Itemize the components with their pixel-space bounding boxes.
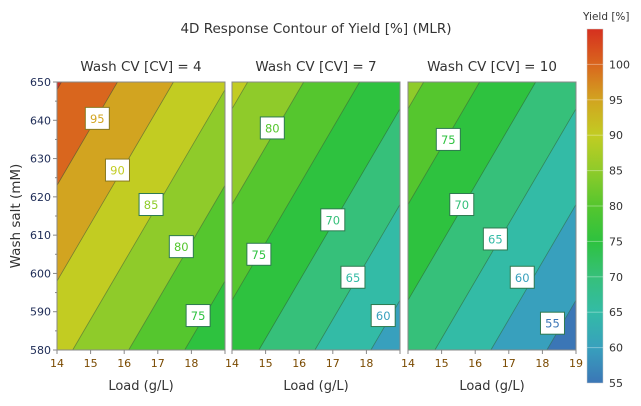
- contour-line-85: [72, 89, 226, 351]
- x-tick-label: 15: [259, 357, 273, 370]
- y-tick-label: 600: [30, 267, 51, 280]
- contour-line-100: [56, 81, 62, 90]
- contour-label: 85: [144, 198, 159, 212]
- x-tick-label: 14: [401, 357, 415, 370]
- x-tick-label: 16: [468, 357, 482, 370]
- plot-frame: [231, 81, 401, 351]
- contour-label: 75: [441, 133, 456, 147]
- x-tick-label: 18: [359, 357, 373, 370]
- colorbar-title: Yield [%]: [582, 11, 630, 23]
- contour-label: 80: [265, 121, 280, 135]
- contour-label-box: [104, 158, 130, 182]
- x-tick-label: 19: [569, 357, 583, 370]
- y-tick-label: 650: [30, 76, 51, 89]
- contour-line-80: [231, 81, 305, 205]
- x-tick-label: 18: [535, 357, 549, 370]
- y-tick-label: 630: [30, 153, 51, 166]
- contour-line-70: [407, 81, 537, 301]
- colorbar-tick-label: 65: [609, 306, 623, 319]
- contour-label: 95: [90, 112, 105, 126]
- x-axis-label: Load (g/L): [283, 379, 348, 394]
- panel-title: Wash CV [CV] = 4: [80, 59, 201, 75]
- y-tick-label: 580: [30, 344, 51, 357]
- contour-label: 80: [174, 240, 189, 254]
- contour-label-box: [320, 208, 346, 232]
- contour-label: 70: [325, 213, 340, 227]
- colorbar-tick-label: 80: [609, 200, 623, 213]
- contour-label-box: [482, 227, 508, 251]
- x-tick-label: 16: [292, 357, 306, 370]
- y-tick-label: 590: [30, 306, 51, 319]
- contour-label-box: [449, 193, 475, 217]
- colorbar-tick-label: 100: [609, 58, 630, 71]
- contour-label-box: [246, 242, 272, 266]
- contour-label-box: [259, 116, 285, 140]
- colorbar-tick-label: 60: [609, 342, 623, 355]
- contour-line-80: [128, 185, 226, 351]
- x-tick-label: 14: [50, 357, 64, 370]
- plot-frame: [407, 81, 577, 351]
- x-tick-label: 17: [502, 357, 516, 370]
- contour-line-80: [407, 81, 425, 110]
- panel-title: Wash CV [CV] = 10: [427, 59, 557, 75]
- contour-label-box: [84, 106, 110, 130]
- colorbar-tick-label: 75: [609, 235, 623, 248]
- contour-label: 90: [110, 164, 125, 178]
- contour-label-box: [185, 304, 211, 328]
- x-tick-label: 14: [225, 357, 239, 370]
- contour-label: 70: [454, 198, 469, 212]
- contour-line-85: [231, 81, 249, 110]
- contour-label: 65: [346, 271, 361, 285]
- colorbar-tick-label: 85: [609, 165, 623, 178]
- x-tick-label: 18: [184, 357, 198, 370]
- y-axis-label: Wash salt (mM): [8, 164, 24, 269]
- contour-label: 60: [515, 271, 530, 285]
- contour-label: 60: [376, 309, 391, 323]
- contour-label-box: [340, 265, 366, 289]
- y-tick-label: 640: [30, 114, 51, 127]
- panel-title: Wash CV [CV] = 7: [255, 59, 376, 75]
- contour-label-box: [509, 265, 535, 289]
- x-tick-label: 15: [84, 357, 98, 370]
- colorbar-tick-label: 90: [609, 129, 623, 142]
- contour-label: 75: [252, 248, 267, 262]
- contour-label-box: [138, 193, 164, 217]
- colorbar-gradient: [586, 28, 604, 384]
- panel-cv-10: 75 70 65 60 55 Wash CV [CV] = 10 14 15 16 17 18 19 L…: [401, 59, 583, 394]
- x-tick-label: 17: [326, 357, 340, 370]
- x-axis-label: Load (g/L): [459, 379, 524, 394]
- colorbar-tick-label: 55: [609, 377, 623, 390]
- contour-label-box: [435, 127, 461, 151]
- contour-label: 75: [191, 309, 206, 323]
- contour-label-box: [539, 311, 565, 335]
- colorbar-tick-label: 70: [609, 271, 623, 284]
- contour-label-box: [168, 235, 194, 259]
- x-tick-label: 16: [117, 357, 131, 370]
- contour-line-95: [56, 81, 118, 186]
- x-tick-label: 15: [435, 357, 449, 370]
- colorbar-tick-label: 95: [609, 94, 623, 107]
- contour-label: 55: [545, 317, 560, 331]
- contour-label: 65: [488, 232, 503, 246]
- panel-cv-7: 80 75 70 65 60 Wash CV [CV] = 7 14 15 16 17 18 Load…: [225, 59, 401, 394]
- x-axis-label: Load (g/L): [108, 379, 173, 394]
- y-tick-label: 610: [30, 229, 51, 242]
- y-tick-label: 620: [30, 191, 51, 204]
- x-tick-label: 17: [151, 357, 165, 370]
- contour-label-box: [370, 304, 396, 328]
- colorbar: 55 60 65 70 75 80 85 90 95 100: [586, 28, 630, 390]
- panel-cv-4: 95 90 85 80 75 Wash CV [CV] = 4 14 15 16 17 18 Load…: [30, 59, 226, 394]
- chart-title: 4D Response Contour of Yield [%] (MLR): [180, 21, 451, 37]
